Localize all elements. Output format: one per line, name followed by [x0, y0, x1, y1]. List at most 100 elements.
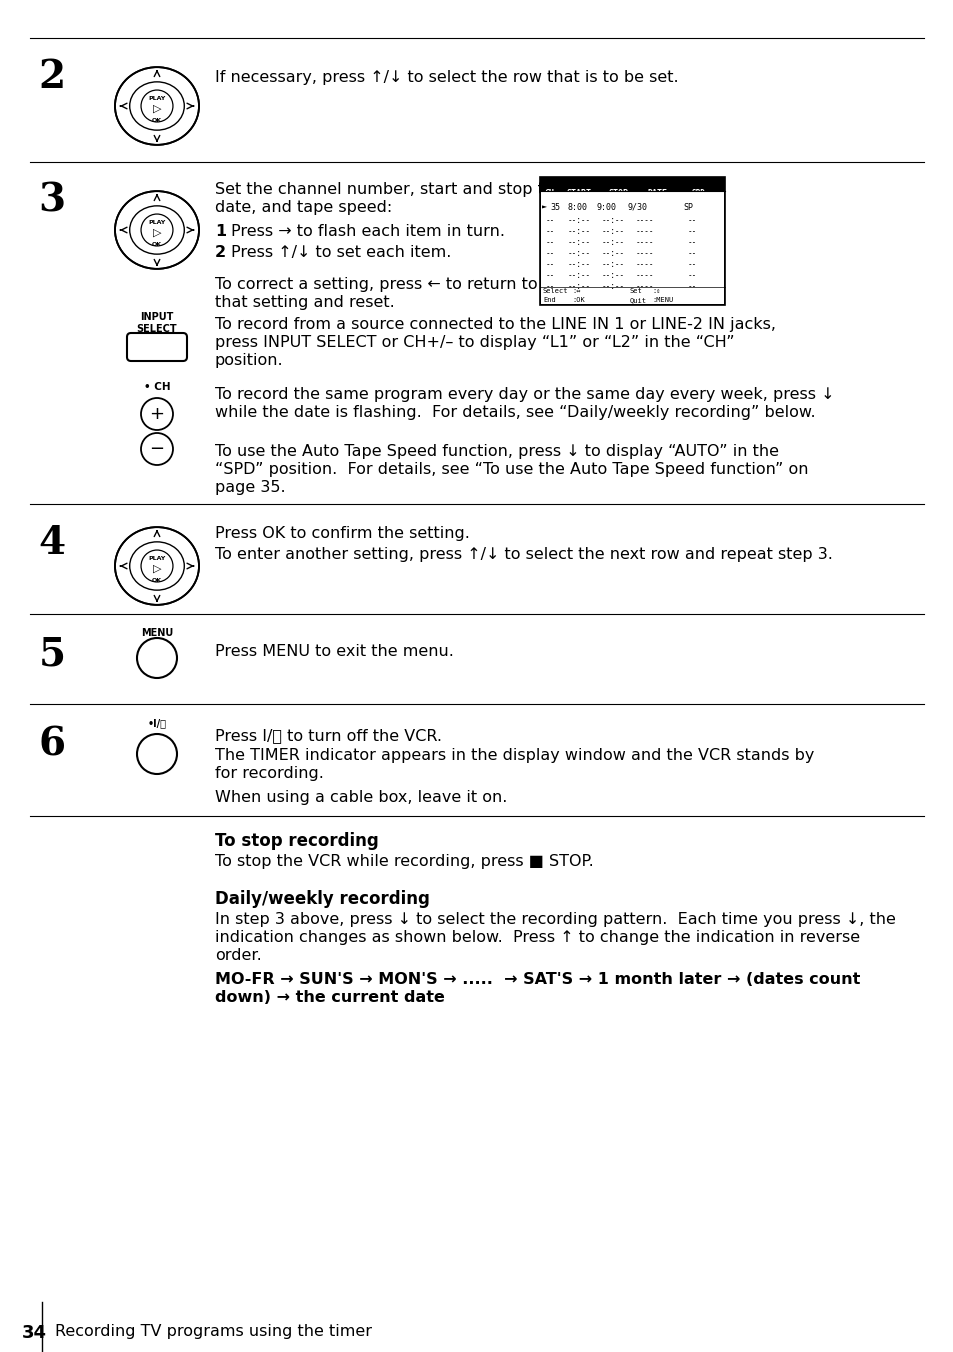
- Text: --: --: [687, 270, 697, 280]
- Text: 1: 1: [214, 224, 226, 239]
- Text: Press ↑/↓ to set each item.: Press ↑/↓ to set each item.: [231, 245, 451, 260]
- Text: :OK: :OK: [572, 297, 584, 303]
- Text: In step 3 above, press ↓ to select the recording pattern.  Each time you press ↓: In step 3 above, press ↓ to select the r…: [214, 913, 895, 927]
- Text: --: --: [545, 283, 555, 291]
- Text: PLAY: PLAY: [148, 220, 166, 224]
- Text: position.: position.: [214, 353, 283, 368]
- Text: --:--: --:--: [601, 227, 624, 237]
- Text: --:--: --:--: [567, 270, 591, 280]
- Text: down) → the current date: down) → the current date: [214, 990, 444, 1005]
- Text: --:--: --:--: [567, 227, 591, 237]
- Text: 34: 34: [22, 1324, 47, 1343]
- Text: date, and tape speed:: date, and tape speed:: [214, 200, 392, 215]
- Text: OK: OK: [152, 118, 162, 123]
- Text: When using a cable box, leave it on.: When using a cable box, leave it on.: [214, 790, 507, 804]
- Text: for recording.: for recording.: [214, 767, 323, 781]
- Text: To enter another setting, press ↑/↓ to select the next row and repeat step 3.: To enter another setting, press ↑/↓ to s…: [214, 548, 832, 562]
- Text: while the date is flashing.  For details, see “Daily/weekly recording” below.: while the date is flashing. For details,…: [214, 406, 815, 420]
- Text: --: --: [545, 216, 555, 224]
- Text: ▷: ▷: [152, 104, 161, 114]
- Text: Press MENU to exit the menu.: Press MENU to exit the menu.: [214, 644, 454, 658]
- Text: ►: ►: [541, 203, 546, 212]
- Ellipse shape: [115, 68, 199, 145]
- Text: --:--: --:--: [601, 216, 624, 224]
- Circle shape: [137, 734, 177, 773]
- Text: To use the Auto Tape Speed function, press ↓ to display “AUTO” in the: To use the Auto Tape Speed function, pre…: [214, 443, 779, 458]
- Text: PLAY: PLAY: [148, 556, 166, 561]
- Bar: [540, 287, 723, 304]
- Text: Set the channel number, start and stop time,: Set the channel number, start and stop t…: [214, 183, 578, 197]
- Text: --: --: [545, 270, 555, 280]
- Text: --: --: [545, 238, 555, 247]
- Circle shape: [141, 91, 172, 122]
- Text: --: --: [545, 227, 555, 237]
- Text: SPD: SPD: [691, 189, 705, 197]
- Text: To stop recording: To stop recording: [214, 831, 378, 850]
- Text: “SPD” position.  For details, see “To use the Auto Tape Speed function” on: “SPD” position. For details, see “To use…: [214, 462, 807, 477]
- Text: To record from a source connected to the LINE IN 1 or LINE-2 IN jacks,: To record from a source connected to the…: [214, 316, 775, 333]
- Text: 35: 35: [550, 203, 559, 212]
- Text: Select: Select: [542, 288, 568, 293]
- Text: To stop the VCR while recording, press ■ STOP.: To stop the VCR while recording, press ■…: [214, 854, 593, 869]
- Text: Press OK to confirm the setting.: Press OK to confirm the setting.: [214, 526, 470, 541]
- Text: SELECT: SELECT: [136, 324, 177, 334]
- Text: PLAY: PLAY: [148, 96, 166, 101]
- Text: --: --: [687, 216, 697, 224]
- Text: --: --: [545, 260, 555, 269]
- Text: --: --: [687, 238, 697, 247]
- Text: End: End: [542, 297, 556, 303]
- Text: The TIMER indicator appears in the display window and the VCR stands by: The TIMER indicator appears in the displ…: [214, 748, 814, 763]
- Text: --: --: [687, 249, 697, 258]
- Text: --:--: --:--: [567, 260, 591, 269]
- Text: order.: order.: [214, 948, 261, 963]
- Text: ----: ----: [636, 260, 654, 269]
- Text: Press I/⏻ to turn off the VCR.: Press I/⏻ to turn off the VCR.: [214, 727, 441, 744]
- Ellipse shape: [130, 542, 184, 591]
- Text: --: --: [687, 283, 697, 291]
- Text: To correct a setting, press ← to return to: To correct a setting, press ← to return …: [214, 277, 537, 292]
- Text: 6: 6: [38, 726, 66, 764]
- Text: press INPUT SELECT or CH+/– to display “L1” or “L2” in the “CH”: press INPUT SELECT or CH+/– to display “…: [214, 335, 734, 350]
- Text: 2: 2: [214, 245, 226, 260]
- Text: To record the same program every day or the same day every week, press ↓: To record the same program every day or …: [214, 387, 834, 402]
- Text: Set: Set: [629, 288, 642, 293]
- Text: • CH: • CH: [144, 383, 171, 392]
- Text: 5: 5: [38, 635, 66, 675]
- Circle shape: [141, 433, 172, 465]
- Text: SP: SP: [682, 203, 692, 212]
- Text: --:--: --:--: [601, 270, 624, 280]
- Text: MO-FR → SUN'S → MON'S → .....  → SAT'S → 1 month later → (dates count: MO-FR → SUN'S → MON'S → ..... → SAT'S → …: [214, 972, 860, 987]
- Ellipse shape: [115, 527, 199, 604]
- Text: :MENU: :MENU: [651, 297, 673, 303]
- Text: +: +: [150, 406, 164, 423]
- Circle shape: [141, 397, 172, 430]
- Text: ▷: ▷: [152, 564, 161, 575]
- Circle shape: [137, 638, 177, 677]
- Text: Recording TV programs using the timer: Recording TV programs using the timer: [55, 1324, 372, 1338]
- Text: :⇔: :⇔: [572, 288, 579, 293]
- FancyBboxPatch shape: [127, 333, 187, 361]
- Bar: [540, 191, 723, 304]
- Text: --:--: --:--: [601, 249, 624, 258]
- Text: 4: 4: [38, 525, 66, 562]
- Text: START: START: [565, 189, 590, 197]
- Text: DATE: DATE: [647, 189, 667, 197]
- Ellipse shape: [130, 206, 184, 254]
- Text: 2: 2: [38, 58, 66, 96]
- Text: If necessary, press ↑/↓ to select the row that is to be set.: If necessary, press ↑/↓ to select the ro…: [214, 70, 678, 85]
- Bar: [539, 177, 724, 306]
- Text: ----: ----: [636, 249, 654, 258]
- Text: •I/⏻: •I/⏻: [148, 718, 167, 727]
- Text: ▷: ▷: [152, 228, 161, 238]
- Text: ----: ----: [636, 227, 654, 237]
- Text: page 35.: page 35.: [214, 480, 285, 495]
- Text: Quit: Quit: [629, 297, 646, 303]
- Text: --:--: --:--: [601, 283, 624, 291]
- Text: that setting and reset.: that setting and reset.: [214, 295, 395, 310]
- Text: INPUT: INPUT: [140, 312, 173, 322]
- Text: ----: ----: [636, 283, 654, 291]
- Text: ----: ----: [636, 238, 654, 247]
- Text: --: --: [687, 260, 697, 269]
- Text: OK: OK: [152, 242, 162, 247]
- Text: :⇕: :⇕: [651, 288, 659, 293]
